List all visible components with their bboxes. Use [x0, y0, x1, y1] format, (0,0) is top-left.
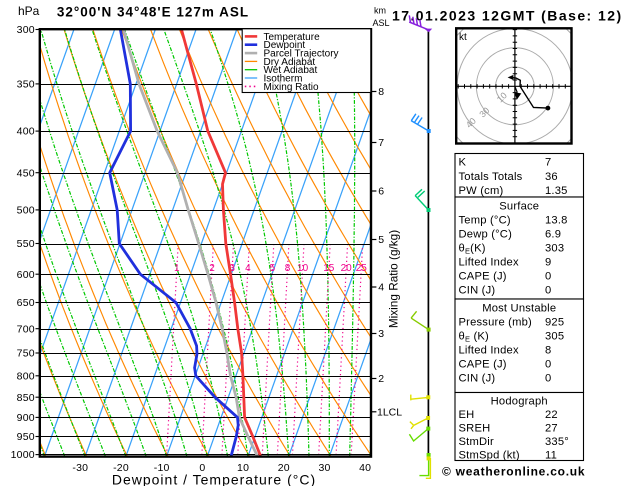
svg-text:900: 900 — [17, 412, 35, 424]
svg-text:10: 10 — [297, 263, 309, 274]
svg-text:20: 20 — [278, 462, 290, 474]
svg-text:40: 40 — [359, 462, 371, 474]
svg-text:θE(K): θE(K) — [459, 243, 486, 256]
svg-text:1.35: 1.35 — [545, 185, 568, 197]
svg-text:1: 1 — [174, 263, 180, 274]
svg-text:6: 6 — [378, 186, 384, 198]
svg-text:300: 300 — [17, 24, 35, 36]
svg-text:K: K — [459, 157, 467, 169]
svg-text:Lifted Index: Lifted Index — [459, 257, 519, 269]
svg-text:2: 2 — [209, 263, 215, 274]
svg-text:20: 20 — [341, 263, 353, 274]
svg-text:Wet Adiabat: Wet Adiabat — [264, 65, 318, 76]
svg-text:36: 36 — [545, 171, 558, 183]
svg-text:0: 0 — [545, 373, 551, 385]
svg-text:303: 303 — [545, 243, 564, 255]
svg-text:4: 4 — [245, 263, 251, 274]
svg-text:4: 4 — [378, 282, 384, 294]
svg-text:800: 800 — [17, 370, 35, 382]
svg-text:13.8: 13.8 — [545, 215, 568, 227]
svg-text:15: 15 — [323, 263, 335, 274]
svg-text:CIN (J): CIN (J) — [459, 373, 496, 385]
svg-text:25: 25 — [356, 263, 368, 274]
svg-text:600: 600 — [17, 269, 35, 281]
svg-text:500: 500 — [17, 205, 35, 217]
svg-text:3: 3 — [229, 263, 235, 274]
svg-text:8: 8 — [378, 86, 384, 98]
svg-text:7: 7 — [378, 137, 384, 149]
svg-text:ASL: ASL — [373, 18, 390, 28]
svg-text:Hodograph: Hodograph — [491, 396, 548, 408]
svg-text:22: 22 — [545, 409, 558, 421]
svg-text:hPa: hPa — [18, 4, 40, 18]
svg-text:7: 7 — [545, 157, 551, 169]
svg-text:Mixing Ratio (g/kg): Mixing Ratio (g/kg) — [387, 230, 401, 328]
svg-text:Surface: Surface — [499, 201, 539, 213]
svg-text:-30: -30 — [72, 462, 88, 474]
svg-text:8: 8 — [545, 345, 551, 357]
svg-text:CAPE (J): CAPE (J) — [459, 359, 507, 371]
svg-text:Parcel Trajectory: Parcel Trajectory — [264, 49, 339, 60]
svg-text:750: 750 — [17, 348, 35, 360]
svg-text:Dry Adiabat: Dry Adiabat — [264, 57, 316, 68]
svg-text:CIN (J): CIN (J) — [459, 285, 496, 297]
svg-text:30: 30 — [318, 462, 330, 474]
svg-text:StmSpd (kt): StmSpd (kt) — [459, 450, 520, 462]
svg-text:11: 11 — [545, 450, 557, 462]
svg-text:1000: 1000 — [11, 449, 35, 461]
svg-text:5: 5 — [378, 234, 384, 246]
svg-text:350: 350 — [17, 79, 35, 91]
svg-text:305: 305 — [545, 331, 564, 343]
svg-text:450: 450 — [17, 167, 35, 179]
svg-text:kt: kt — [459, 32, 467, 43]
svg-text:850: 850 — [17, 392, 35, 404]
svg-text:700: 700 — [17, 323, 35, 335]
svg-text:5: 5 — [270, 263, 276, 274]
svg-text:32°00'N 34°48'E 127m ASL: 32°00'N 34°48'E 127m ASL — [57, 4, 249, 19]
svg-text:335°: 335° — [545, 436, 569, 448]
svg-text:Isotherm: Isotherm — [264, 74, 303, 85]
svg-text:3: 3 — [378, 328, 384, 340]
svg-text:6.9: 6.9 — [545, 229, 561, 241]
svg-text:0: 0 — [199, 462, 205, 474]
svg-text:EH: EH — [459, 409, 475, 421]
svg-text:650: 650 — [17, 297, 35, 309]
svg-text:0: 0 — [545, 359, 551, 371]
svg-text:925: 925 — [545, 317, 564, 329]
svg-text:Most Unstable: Most Unstable — [482, 303, 556, 315]
svg-text:9: 9 — [545, 257, 551, 269]
svg-text:27: 27 — [545, 423, 558, 435]
svg-text:SREH: SREH — [459, 423, 491, 435]
svg-text:-20: -20 — [113, 462, 129, 474]
svg-text:0: 0 — [545, 285, 551, 297]
svg-text:2: 2 — [378, 373, 384, 385]
svg-text:Dewp (°C): Dewp (°C) — [459, 229, 513, 241]
svg-text:θE (K): θE (K) — [459, 331, 490, 344]
svg-text:10: 10 — [237, 462, 249, 474]
svg-text:Totals Totals: Totals Totals — [459, 171, 523, 183]
svg-text:17.01.2023 12GMT (Base: 12): 17.01.2023 12GMT (Base: 12) — [392, 8, 623, 24]
svg-text:StmDir: StmDir — [459, 436, 494, 448]
svg-text:1LCL: 1LCL — [377, 406, 402, 418]
svg-text:Lifted Index: Lifted Index — [459, 345, 519, 357]
svg-text:Dewpoint: Dewpoint — [264, 40, 306, 51]
svg-text:950: 950 — [17, 431, 35, 443]
svg-text:km: km — [374, 6, 386, 16]
svg-text:-10: -10 — [154, 462, 170, 474]
svg-text:© weatheronline.co.uk: © weatheronline.co.uk — [442, 465, 585, 479]
svg-text:0: 0 — [545, 271, 551, 283]
svg-text:Temperature: Temperature — [264, 32, 321, 43]
svg-text:Temp (°C): Temp (°C) — [459, 215, 511, 227]
svg-text:Pressure (mb): Pressure (mb) — [459, 317, 533, 329]
svg-text:400: 400 — [17, 126, 35, 138]
svg-text:550: 550 — [17, 238, 35, 250]
svg-text:Mixing Ratio: Mixing Ratio — [264, 82, 319, 93]
svg-text:PW (cm): PW (cm) — [459, 185, 504, 197]
svg-text:8: 8 — [285, 263, 291, 274]
svg-text:Dewpoint / Temperature (°C): Dewpoint / Temperature (°C) — [112, 472, 316, 487]
svg-text:CAPE (J): CAPE (J) — [459, 271, 507, 283]
